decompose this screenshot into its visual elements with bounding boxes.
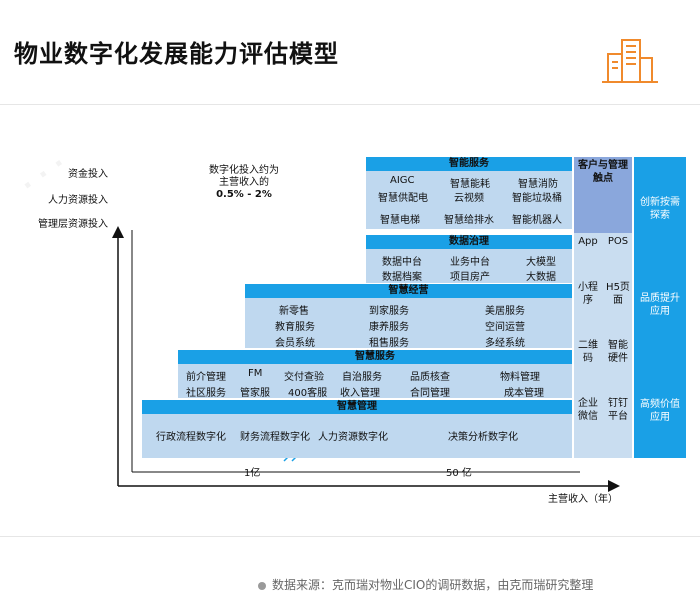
- x-tick-2: 50 亿: [446, 468, 472, 479]
- item: 物料管理: [500, 372, 540, 383]
- bullet-icon: [258, 581, 266, 590]
- tier-title: 智能服务: [366, 157, 572, 171]
- item: 美居服务: [485, 306, 525, 317]
- tier-title: 智慧服务: [178, 350, 572, 364]
- item: 大模型: [526, 257, 556, 268]
- touchpoint-item: 智能硬件: [608, 340, 628, 364]
- x-tick-1: 1亿: [244, 468, 261, 479]
- page-title: 物业数字化发展能力评估模型: [14, 40, 339, 68]
- label-management: 管理层资源投入: [38, 219, 108, 230]
- item: 新零售: [279, 306, 309, 317]
- item: 交付查验: [284, 372, 324, 383]
- touchpoint-item: App: [578, 236, 598, 247]
- touchpoint-item: 企业微信: [578, 398, 598, 422]
- item: 业务中台: [450, 257, 490, 268]
- item: 品质核查: [410, 372, 450, 383]
- item: 社区服务: [186, 388, 226, 399]
- touchpoints-title: 客户与管理触点: [578, 160, 628, 184]
- tier-smart-management: 智慧管理 行政流程数字化 财务流程数字化 人力资源数字化 决策分析数字化: [142, 400, 572, 458]
- item: 教育服务: [275, 322, 315, 333]
- item: 智慧电梯: [380, 215, 420, 226]
- item: 前介管理: [186, 372, 226, 383]
- touchpoint-item: 二维码: [578, 340, 598, 364]
- x-axis-label: 主营收入（年）: [548, 494, 618, 505]
- item: 财务流程数字化: [240, 432, 310, 443]
- top-divider: [0, 104, 700, 105]
- item: 智慧消防: [518, 179, 558, 190]
- outcomes-column: [634, 157, 686, 458]
- item: 决策分析数字化: [448, 432, 518, 443]
- tier-title: 数据治理: [366, 235, 572, 249]
- item: 空间运营: [485, 322, 525, 333]
- annotation-line3: 0.5% - 2%: [216, 189, 272, 200]
- item: 智能机器人: [512, 215, 562, 226]
- item: 数据中台: [382, 257, 422, 268]
- touchpoints-column: 客户与管理触点 App POS 小程序 H5页面 二维码 智能硬件 企业微信 钉…: [574, 157, 632, 458]
- tier-smart-services: 智能服务 AIGC 智慧能耗 智慧消防 智慧供配电 云视频 智能垃圾桶 智慧电梯…: [366, 157, 572, 229]
- item: 行政流程数字化: [156, 432, 226, 443]
- touchpoint-item: 小程序: [578, 282, 598, 306]
- item: 到家服务: [369, 306, 409, 317]
- item: 租售服务: [369, 338, 409, 349]
- item: 数据档案: [382, 272, 422, 283]
- outcome-quality: 品质提升应用: [640, 293, 680, 317]
- footer-source: 数据来源：克而瑞对物业CIO的调研数据，由克而瑞研究整理: [258, 576, 593, 593]
- tier-title: 智慧管理: [142, 400, 572, 414]
- item: FM: [248, 368, 263, 379]
- tier-title: 智慧经营: [245, 284, 572, 298]
- bottom-divider: [0, 536, 700, 537]
- annotation-line1: 数字化投入约为: [209, 165, 279, 176]
- investment-annotation: 数字化投入约为 主营收入的 0.5% - 2%: [196, 165, 292, 201]
- item: 智慧给排水: [444, 215, 494, 226]
- item: 400客服: [288, 388, 328, 399]
- label-funding: 资金投入: [68, 169, 108, 180]
- touchpoint-item: POS: [607, 236, 629, 247]
- item: 人力资源数字化: [318, 432, 388, 443]
- touchpoint-item: 钉钉平台: [608, 398, 628, 422]
- touchpoint-item: H5页面: [606, 282, 630, 306]
- buildings-icon: [602, 39, 658, 83]
- item: 云视频: [454, 193, 484, 204]
- label-hr: 人力资源投入: [48, 195, 108, 206]
- item: 智能垃圾桶: [512, 193, 562, 204]
- item: AIGC: [390, 175, 415, 186]
- outcome-innovation: 创新按需探索: [640, 197, 680, 221]
- item: 会员系统: [275, 338, 315, 349]
- tier-data-governance: 数据治理 数据中台 业务中台 大模型 数据档案 项目房产 大数据: [366, 235, 572, 283]
- annotation-line2: 主营收入的: [219, 177, 269, 188]
- item: 合同管理: [410, 388, 450, 399]
- item: 大数据: [526, 272, 556, 283]
- item: 自治服务: [342, 372, 382, 383]
- item: 收入管理: [340, 388, 380, 399]
- tier-smart-operation: 智慧经营 新零售 到家服务 美居服务 教育服务 康养服务 空间运营 会员系统 租…: [245, 284, 572, 349]
- item: 智慧能耗: [450, 179, 490, 190]
- footer-text: 数据来源：克而瑞对物业CIO的调研数据，由克而瑞研究整理: [272, 578, 594, 592]
- item: 多经系统: [485, 338, 525, 349]
- tier-smart-service: 智慧服务 前介管理 FM 交付查验 自治服务 品质核查 物料管理 社区服务 管家…: [178, 350, 572, 399]
- outcome-frequency: 高频价值应用: [640, 399, 680, 423]
- item: 康养服务: [369, 322, 409, 333]
- item: 项目房产: [450, 272, 490, 283]
- touchpoints-header: [574, 157, 632, 233]
- item: 管家服: [240, 388, 270, 399]
- item: 成本管理: [504, 388, 544, 399]
- item: 智慧供配电: [378, 193, 428, 204]
